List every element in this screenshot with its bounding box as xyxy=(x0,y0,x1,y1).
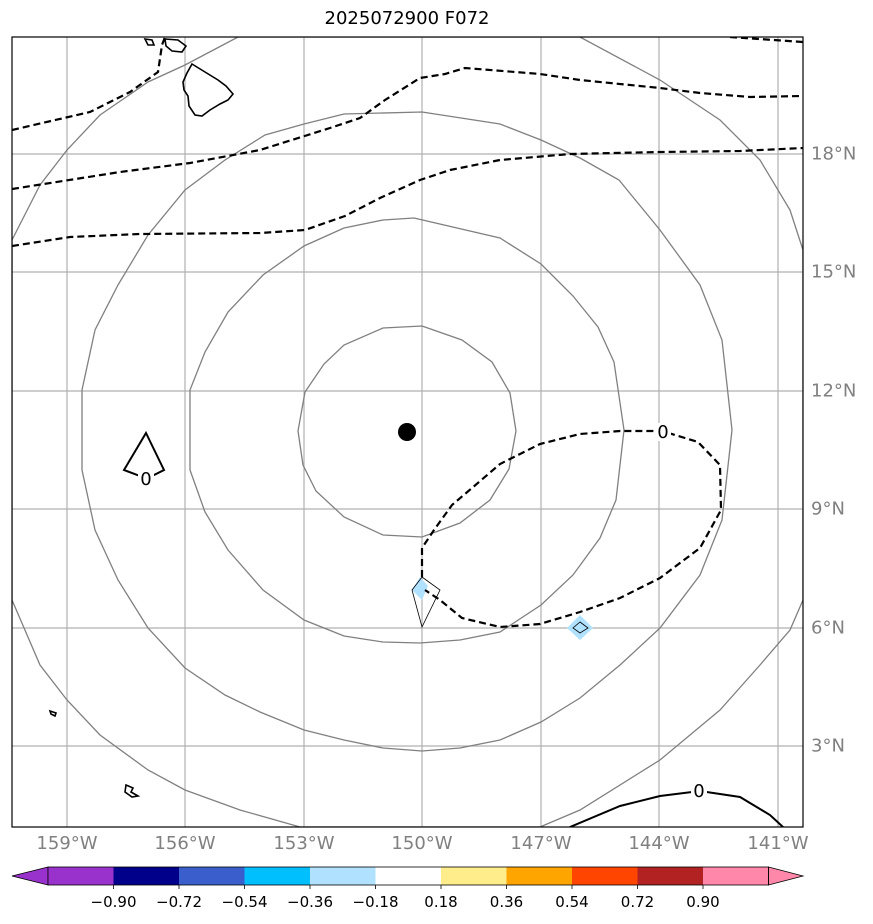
contour-labels: 0 0 0 xyxy=(138,422,707,802)
lat-label-9n: 9°N xyxy=(811,498,845,520)
colorbar-label: 0.72 xyxy=(620,893,655,911)
lon-label-141w: 141°W xyxy=(747,833,809,854)
dashed-contour-top xyxy=(729,37,803,44)
gridlines xyxy=(12,37,803,827)
colorbar-bin xyxy=(572,867,638,885)
colorbar-bin xyxy=(310,867,376,885)
colorbar-bin xyxy=(441,867,507,885)
shaded-features xyxy=(411,576,593,640)
lat-label-12n: 12°N xyxy=(811,380,857,402)
colorbar-label: 0.90 xyxy=(686,893,720,911)
colorbar-extend-low xyxy=(11,866,49,886)
lat-label-3n: 3°N xyxy=(811,735,845,757)
range-ring-1 xyxy=(297,325,517,538)
shaded-region-2 xyxy=(567,615,593,640)
colorbar-label: 0.54 xyxy=(555,893,589,911)
contour-label-east: 0 xyxy=(657,422,668,443)
colorbar xyxy=(11,866,805,889)
hawaii-big-island xyxy=(182,62,235,117)
colorbar-extend-high xyxy=(768,866,805,886)
lat-label-6n: 6°N xyxy=(811,617,845,639)
colorbar-bin xyxy=(637,867,703,885)
lat-label-15n: 15°N xyxy=(811,261,857,283)
colorbar-frame xyxy=(47,866,769,886)
lon-label-150w: 150°W xyxy=(391,833,453,854)
lon-label-144w: 144°W xyxy=(628,833,690,854)
contour-label-south: 0 xyxy=(693,781,704,802)
lon-label-147w: 147°W xyxy=(510,833,572,854)
lon-label-156w: 156°W xyxy=(154,833,216,854)
colorbar-label: −0.72 xyxy=(156,893,202,911)
range-rings xyxy=(12,37,803,827)
maui-island xyxy=(164,38,188,53)
colorbar-bin xyxy=(375,867,441,885)
range-ring-2 xyxy=(189,217,625,644)
coastlines xyxy=(48,37,235,798)
dashed-contour-upper xyxy=(12,37,167,132)
dashed-contour-band-1 xyxy=(12,66,803,191)
colorbar-label: −0.90 xyxy=(90,893,137,911)
colorbar-ticks xyxy=(113,885,704,889)
colorbar-bin xyxy=(506,867,572,885)
colorbar-label: −0.18 xyxy=(352,893,399,911)
small-feature-outline xyxy=(411,576,441,629)
colorbar-bin xyxy=(179,867,245,885)
dashed-contour-band-2 xyxy=(12,146,803,248)
small-island-2 xyxy=(48,709,58,718)
colorbar-label: −0.54 xyxy=(221,893,268,911)
dashed-contour-loop xyxy=(420,429,723,629)
storm-center-marker xyxy=(398,423,416,441)
range-ring-4 xyxy=(12,37,803,827)
dashed-contours xyxy=(12,37,803,629)
shaded-region-1 xyxy=(412,577,428,600)
small-island-3 xyxy=(124,783,141,798)
range-ring-3 xyxy=(81,111,733,752)
colorbar-label: 0.36 xyxy=(489,893,524,911)
lon-label-153w: 153°W xyxy=(273,833,335,854)
small-island-1 xyxy=(143,37,156,46)
solid-contours xyxy=(122,430,784,827)
colorbar-bin xyxy=(703,867,769,885)
colorbar-bin xyxy=(113,867,179,885)
map-frame xyxy=(11,36,804,828)
colorbar-bin xyxy=(48,867,114,885)
colorbar-bin xyxy=(244,867,310,885)
lon-label-159w: 159°W xyxy=(36,833,98,854)
small-contour xyxy=(572,621,589,634)
colorbar-label: −0.36 xyxy=(287,893,333,911)
colorbar-label: 0.18 xyxy=(424,893,458,911)
contour-label-west: 0 xyxy=(140,469,151,490)
lat-label-18n: 18°N xyxy=(811,143,857,165)
map-title: 2025072900 F072 xyxy=(324,8,490,29)
